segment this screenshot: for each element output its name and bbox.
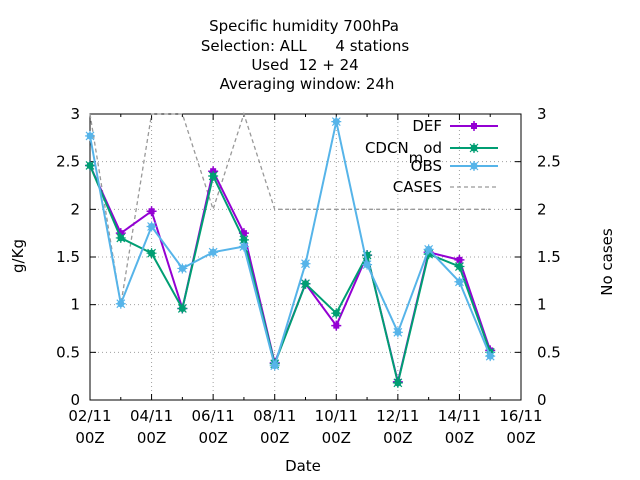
y2-axis-label: No cases — [598, 228, 616, 296]
data-point-star — [331, 308, 342, 319]
data-point-star — [469, 161, 479, 171]
axes: 0 0 0.5 0.5 1 1 1.5 1.5 2 2 2.5 2.5 3 3 02/11 00Z 04/11 0… — [56, 105, 561, 447]
y-tick-label: 3 — [70, 105, 80, 123]
y-tick-label: 2.5 — [56, 153, 80, 171]
data-point-star — [362, 250, 373, 261]
y2-tick-label: 3 — [537, 105, 547, 123]
x-tick-label-time: 00Z — [75, 429, 104, 447]
legend-label: DEF — [412, 117, 442, 135]
data-point-star — [454, 261, 465, 272]
x-tick-label: 16/11 — [499, 407, 542, 425]
data-point-star — [115, 298, 126, 309]
data-point-star — [362, 259, 373, 270]
y2-tick-label: 0.5 — [537, 343, 561, 361]
data-point-cross — [469, 121, 479, 131]
data-point-star — [208, 170, 219, 181]
y-tick-label: 0.5 — [56, 343, 80, 361]
data-point-star — [177, 263, 188, 274]
data-point-star — [423, 244, 434, 255]
x-tick-label: 02/11 — [68, 407, 111, 425]
data-point-star — [85, 130, 95, 141]
data-point-cross — [146, 206, 157, 217]
y-tick-label: 2 — [70, 200, 80, 218]
x-tick-label: 10/11 — [315, 407, 358, 425]
data-point-star — [115, 232, 126, 243]
title-line-4: Averaging window: 24h — [220, 75, 395, 93]
title-line-2: Selection: ALL 4 stations — [201, 37, 409, 55]
data-point-star — [238, 241, 249, 252]
legend-label: OBS — [411, 157, 442, 175]
series-line — [89, 165, 492, 383]
plot-frame — [89, 113, 522, 401]
series-line — [89, 165, 492, 384]
x-tick-label-time: 00Z — [506, 429, 535, 447]
title-line-3: Used 12 + 24 — [251, 56, 358, 74]
x-tick-label: 04/11 — [130, 407, 173, 425]
series-line — [89, 121, 492, 370]
legend-item-cases: CASES — [393, 178, 498, 196]
y2-tick-label: 1 — [537, 296, 547, 314]
data-point-star — [269, 360, 280, 371]
data-point-star — [392, 377, 403, 388]
y2-tick-label: 2 — [537, 200, 547, 218]
x-tick-label-time: 00Z — [445, 429, 474, 447]
x-tick-label: 08/11 — [253, 407, 296, 425]
y2-tick-label: 2.5 — [537, 153, 561, 171]
y-tick-label: 0 — [70, 391, 80, 409]
chart-title: Specific humidity 700hPa Selection: ALL … — [201, 17, 409, 93]
data-point-star — [146, 248, 157, 259]
x-tick-label: 14/11 — [438, 407, 481, 425]
data-point-star — [208, 247, 219, 258]
y-axis-label: g/Kg — [9, 239, 27, 273]
x-tick-label-time: 00Z — [383, 429, 412, 447]
data-point-star — [146, 221, 157, 232]
data-point-star — [485, 351, 496, 362]
y2-tick-label: 1.5 — [537, 248, 561, 266]
legend-label-rest: od — [423, 139, 442, 157]
legend-label-sub: m — [409, 149, 424, 167]
y2-tick-label: 0 — [537, 391, 547, 409]
x-tick-label: 06/11 — [192, 407, 235, 425]
x-axis-label: Date — [285, 457, 321, 475]
series-obs — [85, 116, 496, 371]
x-tick-label-time: 00Z — [198, 429, 227, 447]
data-point-star — [300, 258, 311, 269]
x-tick-label-time: 00Z — [137, 429, 166, 447]
legend-item-def: DEF — [412, 117, 498, 135]
data-point-star — [177, 303, 188, 314]
title-line-1: Specific humidity 700hPa — [209, 17, 399, 35]
data-point-star — [469, 143, 479, 153]
x-tick-label: 12/11 — [376, 407, 419, 425]
data-point-star — [300, 278, 311, 289]
x-tick-label-time: 00Z — [322, 429, 351, 447]
data-point-star — [85, 160, 95, 171]
data-point-star — [392, 327, 403, 338]
data-point-star — [454, 276, 465, 287]
y-tick-label: 1 — [70, 296, 80, 314]
legend-label: CASES — [393, 178, 442, 196]
legend-item-obs: OBS — [411, 157, 498, 175]
data-point-star — [238, 234, 249, 245]
x-tick-label-time: 00Z — [260, 429, 289, 447]
data-point-cross — [331, 320, 342, 331]
series-layer — [85, 111, 496, 388]
y-tick-label: 1.5 — [56, 248, 80, 266]
data-point-star — [331, 116, 342, 127]
